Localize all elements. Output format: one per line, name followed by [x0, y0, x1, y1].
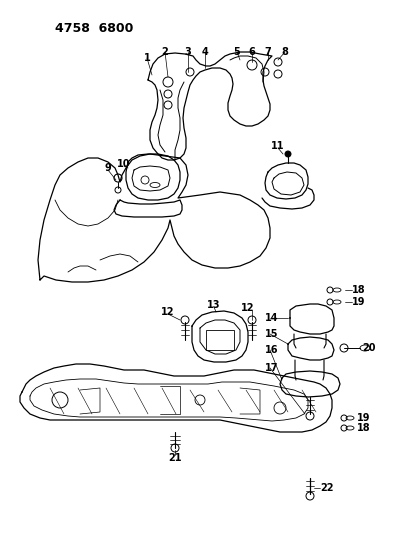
Text: 17: 17 — [265, 363, 279, 373]
Text: 8: 8 — [282, 47, 288, 57]
Text: 6: 6 — [248, 47, 255, 57]
Text: 4758  6800: 4758 6800 — [55, 21, 133, 35]
Text: 1: 1 — [144, 53, 151, 63]
Text: 21: 21 — [168, 453, 182, 463]
Text: 4: 4 — [202, 47, 208, 57]
Text: 5: 5 — [234, 47, 240, 57]
Text: 13: 13 — [207, 300, 221, 310]
Text: 15: 15 — [265, 329, 279, 339]
Text: 18: 18 — [352, 285, 366, 295]
Text: 19: 19 — [357, 413, 370, 423]
Text: 12: 12 — [241, 303, 255, 313]
Text: 16: 16 — [265, 345, 279, 355]
Text: 22: 22 — [320, 483, 333, 493]
Text: 3: 3 — [185, 47, 191, 57]
Text: 20: 20 — [362, 343, 375, 353]
Text: 2: 2 — [162, 47, 169, 57]
Circle shape — [285, 151, 291, 157]
Bar — [206, 330, 234, 350]
Text: 12: 12 — [161, 307, 175, 317]
Text: 18: 18 — [357, 423, 370, 433]
Text: 7: 7 — [265, 47, 271, 57]
Text: 19: 19 — [352, 297, 366, 307]
Text: 14: 14 — [265, 313, 279, 323]
Text: 10: 10 — [117, 159, 131, 169]
Text: 11: 11 — [271, 141, 285, 151]
Text: 9: 9 — [104, 163, 111, 173]
